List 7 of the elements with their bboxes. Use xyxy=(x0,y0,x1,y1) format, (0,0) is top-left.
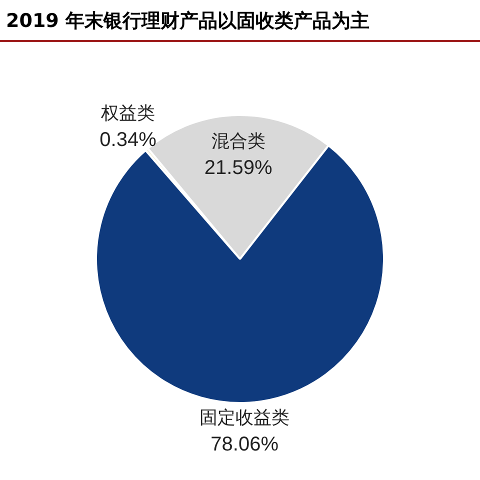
slice-label: 固定收益类 xyxy=(200,407,290,428)
data-label: 21.59% xyxy=(204,156,272,179)
data-label: 78.06% xyxy=(210,433,279,456)
data-label: 0.34% xyxy=(100,128,157,151)
slice-label: 混合类 xyxy=(211,131,266,152)
chart-title: 2019 年末银行理财产品以固收类产品为主 xyxy=(0,0,480,42)
slice-label: 权益类 xyxy=(100,103,156,124)
